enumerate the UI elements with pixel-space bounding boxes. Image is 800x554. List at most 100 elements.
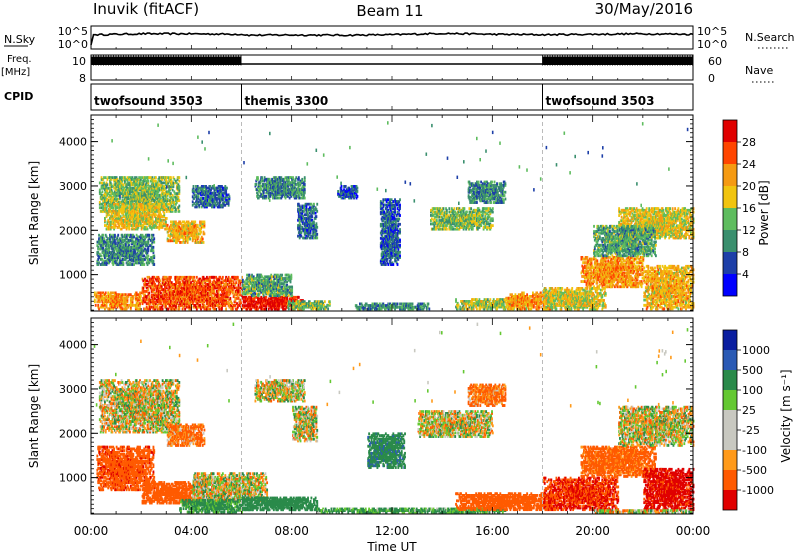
power-colorbar-tick: 28 xyxy=(742,136,756,149)
freq-unit: [MHz] xyxy=(1,67,30,78)
freq-label: Freq. xyxy=(7,54,32,65)
scatter-region-14 xyxy=(430,207,494,231)
power-colorbar-swatch xyxy=(723,252,737,274)
time-tick-label: 20:00 xyxy=(575,524,610,538)
nave-label: Nave xyxy=(745,64,773,77)
scatter-region-11 xyxy=(297,202,319,240)
time-axis: 00:00 04:00 08:00 12:00 16:00 20:00 00:00 xyxy=(74,45,711,538)
scatter-region-14 xyxy=(542,476,620,512)
nsky-series-line xyxy=(90,32,694,46)
scatter-region-22 xyxy=(593,224,657,258)
range-tick-label: 4000 xyxy=(59,136,87,149)
cpid-segment-2: twofsound 3503 xyxy=(546,94,655,108)
scatter-region-6 xyxy=(141,275,243,311)
scatter-region-8 xyxy=(241,273,294,298)
cpid-segment-0: twofsound 3503 xyxy=(94,94,203,108)
date-title: 30/May/2016 xyxy=(595,0,693,18)
freq-panel: Freq. [MHz] 10 8 60 0 Nave xyxy=(1,54,774,85)
nsky-tick-top-right: 10^5 xyxy=(697,25,727,38)
scatter-region-18 xyxy=(542,287,607,311)
scatter-region-16 xyxy=(455,298,532,311)
power-colorbar-swatch xyxy=(723,230,737,252)
velocity-panel: 4000 3000 2000 1000 Slant Range [km] 1000 50… xyxy=(27,317,793,515)
scatter-region-10 xyxy=(417,410,494,438)
power-colorbar-swatch xyxy=(723,120,737,142)
velocity-colorbar-swatch xyxy=(723,330,737,350)
scatter-region-16 xyxy=(618,405,695,447)
range-tick-label: 3000 xyxy=(59,180,87,193)
scatter-region-3 xyxy=(166,220,206,244)
scatter-region-10 xyxy=(254,176,306,200)
power-panel: 4000 3000 2000 1000 Slant Range [km] 28 24 20… xyxy=(27,114,771,312)
scatter-region-15 xyxy=(467,180,507,204)
scatter-region-7 xyxy=(254,379,306,403)
beam-title: Beam 11 xyxy=(356,2,423,20)
scatter-region-23 xyxy=(354,302,431,311)
power-colorbar-swatch xyxy=(723,274,737,296)
scatter-region-1 xyxy=(166,423,206,447)
scatter-region-2 xyxy=(96,445,156,492)
scatter-region-6 xyxy=(241,496,319,512)
cpid-panel: CPID twofsound 3503 themis 3300 twofsound … xyxy=(4,83,694,111)
power-colorbar-tick: 8 xyxy=(742,246,749,259)
time-tick-label: 16:00 xyxy=(475,524,510,538)
scatter-region-2 xyxy=(96,233,156,266)
power-colorbar-swatch xyxy=(723,164,737,186)
power-colorbar-tick: 4 xyxy=(742,268,749,281)
cpid-label: CPID xyxy=(4,90,33,103)
nave-tick-bottom: 0 xyxy=(708,72,715,85)
station-title: Inuvik (fitACF) xyxy=(93,0,199,18)
freq-tick-top: 10 xyxy=(72,55,86,68)
range-tick-label: 2000 xyxy=(59,224,87,237)
velocity-colorbar-tick: -500 xyxy=(742,464,767,477)
scatter-region-8 xyxy=(292,405,319,443)
cpid-segment-1: themis 3300 xyxy=(245,94,329,108)
velocity-colorbar-swatch xyxy=(723,390,737,410)
time-tick-label: 00:00 xyxy=(676,524,711,538)
scatter-region-19 xyxy=(580,256,645,289)
scatter-region-12 xyxy=(337,185,359,200)
scatter-region-17 xyxy=(643,467,695,512)
range-tick-label: 2000 xyxy=(59,427,87,440)
scatter-region-9 xyxy=(287,300,331,311)
velocity-colorbar-tick: 1000 xyxy=(742,344,770,357)
power-colorbar-swatch xyxy=(723,208,737,230)
velocity-colorbar-tick: -1000 xyxy=(742,484,774,497)
time-tick-label: 00:00 xyxy=(74,524,109,538)
nave-tick-top: 60 xyxy=(708,55,722,68)
velocity-colorbar-tick: 100 xyxy=(742,384,763,397)
time-tick-label: 04:00 xyxy=(174,524,209,538)
power-colorbar-tick: 16 xyxy=(742,202,756,215)
range-tick-label: 1000 xyxy=(59,269,87,282)
nsky-tick-bottom-right: 10^0 xyxy=(697,38,727,51)
scatter-region-1 xyxy=(104,202,168,231)
velocity-colorbar-swatch xyxy=(723,450,737,470)
time-axis-label: Time UT xyxy=(366,540,417,554)
scatter-region-0 xyxy=(98,379,181,434)
scatter-region-4 xyxy=(191,185,231,209)
nsky-label: N.Sky xyxy=(4,33,36,46)
range-tick-label: 3000 xyxy=(59,383,87,396)
power-colorbar-swatch xyxy=(723,186,737,208)
scatter-region-13 xyxy=(379,198,401,266)
power-colorbar-swatch xyxy=(723,142,737,164)
nsky-tick-top: 10^5 xyxy=(58,25,88,38)
velocity-colorbar-swatch xyxy=(723,430,737,450)
nsky-tick-bottom: 10^0 xyxy=(58,38,88,51)
scatter-region-13 xyxy=(455,492,557,512)
velocity-colorbar-swatch xyxy=(723,350,737,370)
velocity-colorbar-tick: -100 xyxy=(742,444,767,457)
velocity-ylabel: Slant Range [km] xyxy=(27,364,41,468)
freq-tick-bottom: 8 xyxy=(79,72,86,85)
nsky-panel: N.Sky 10^5 10^0 10^5 10^0 N.Search xyxy=(4,25,795,51)
scatter-region-12 xyxy=(317,507,507,514)
nsearch-label: N.Search xyxy=(745,31,795,44)
power-colorbar-label: Power [dB] xyxy=(757,180,771,245)
power-colorbar-tick: 24 xyxy=(742,158,756,171)
range-tick-label: 1000 xyxy=(59,472,87,485)
power-colorbar-tick: 12 xyxy=(742,224,756,237)
time-tick-label: 08:00 xyxy=(274,524,309,538)
time-tick-label: 12:00 xyxy=(375,524,410,538)
scatter-region-9 xyxy=(367,432,406,469)
